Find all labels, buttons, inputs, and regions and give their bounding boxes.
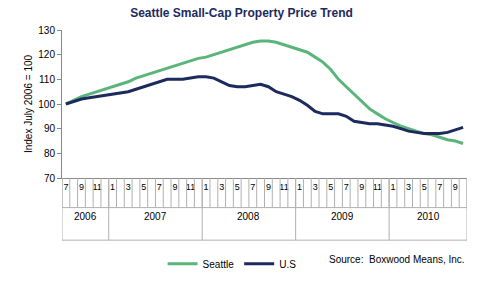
svg-text:7: 7 [157, 182, 162, 192]
svg-text:3: 3 [313, 182, 318, 192]
svg-text:2008: 2008 [237, 211, 260, 222]
svg-text:11: 11 [92, 182, 101, 192]
svg-text:5: 5 [235, 182, 240, 192]
svg-text:7: 7 [63, 182, 68, 192]
svg-text:7: 7 [250, 182, 255, 192]
svg-text:9: 9 [266, 182, 271, 192]
svg-text:11: 11 [186, 182, 195, 192]
svg-text:5: 5 [422, 182, 427, 192]
svg-text:7: 7 [344, 182, 349, 192]
svg-text:Index July 2006 = 100: Index July 2006 = 100 [23, 55, 34, 154]
svg-text:9: 9 [172, 182, 177, 192]
svg-text:1: 1 [391, 182, 396, 192]
svg-text:U.S: U.S [279, 259, 296, 270]
svg-text:1: 1 [297, 182, 302, 192]
svg-text:5: 5 [328, 182, 333, 192]
svg-text:70: 70 [44, 173, 56, 184]
svg-text:2010: 2010 [417, 211, 440, 222]
svg-text:3: 3 [406, 182, 411, 192]
svg-text:9: 9 [359, 182, 364, 192]
svg-text:90: 90 [44, 123, 56, 134]
svg-text:2006: 2006 [74, 211, 97, 222]
svg-text:11: 11 [373, 182, 382, 192]
svg-text:7: 7 [437, 182, 442, 192]
svg-text:2009: 2009 [331, 211, 354, 222]
svg-text:120: 120 [38, 49, 55, 60]
svg-text:1: 1 [204, 182, 209, 192]
svg-text:110: 110 [39, 74, 55, 85]
svg-text:Seattle Small-Cap Property Pri: Seattle Small-Cap Property Price Trend [130, 6, 353, 20]
svg-text:5: 5 [141, 182, 146, 192]
svg-text:Seattle: Seattle [203, 259, 235, 270]
svg-text:3: 3 [219, 182, 224, 192]
svg-text:3: 3 [126, 182, 131, 192]
svg-text:Source: Boxwood Means, Inc.: Source: Boxwood Means, Inc. [329, 254, 465, 265]
svg-text:9: 9 [453, 182, 458, 192]
svg-text:80: 80 [44, 148, 56, 159]
svg-text:130: 130 [38, 25, 55, 36]
svg-text:100: 100 [38, 99, 55, 110]
svg-text:9: 9 [79, 182, 84, 192]
svg-text:2007: 2007 [144, 211, 167, 222]
svg-text:11: 11 [279, 182, 288, 192]
svg-text:1: 1 [110, 182, 115, 192]
